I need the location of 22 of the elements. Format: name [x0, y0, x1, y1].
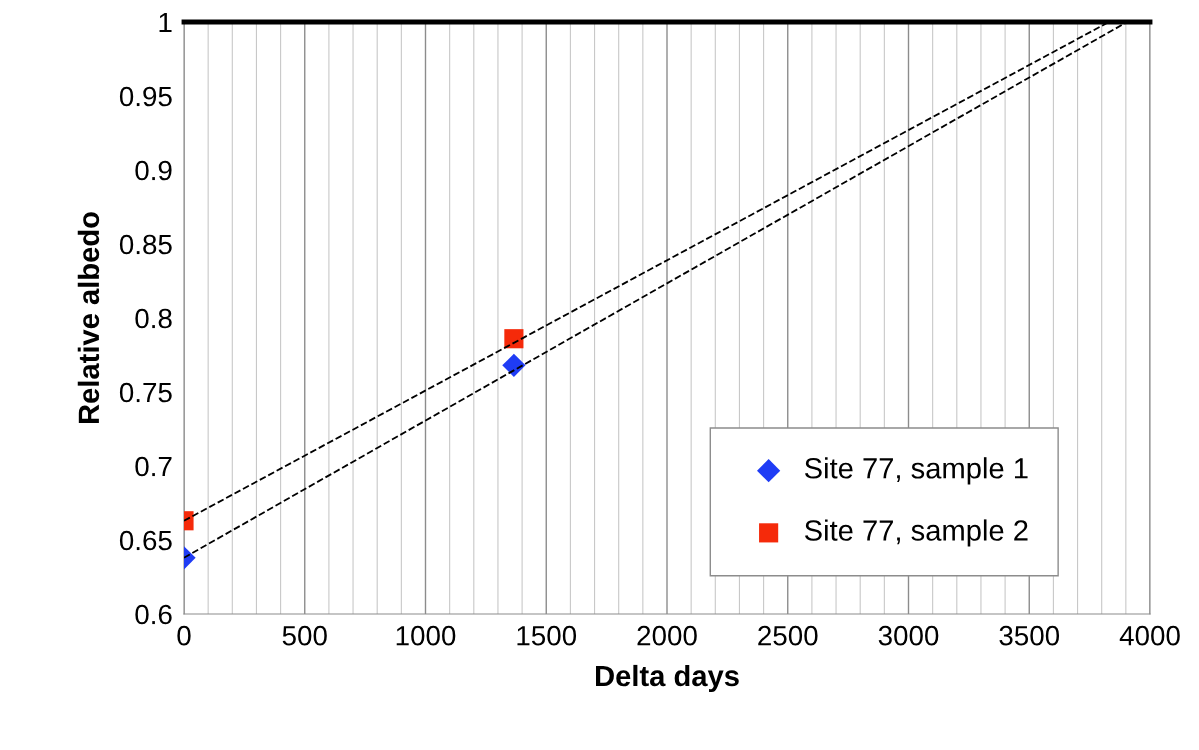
x-tick-label: 2500	[758, 625, 818, 646]
y-tick-label: 0.8	[135, 308, 172, 329]
y-tick-label: 0.85	[119, 234, 172, 255]
x-tick-label: 2000	[637, 625, 697, 646]
y-axis-title: Relative albedo	[77, 212, 100, 424]
x-tick-label: 500	[282, 625, 327, 646]
x-tick-label: 3500	[999, 625, 1060, 646]
x-tick-label: 4000	[1119, 625, 1180, 646]
y-tick-label: 0.65	[119, 530, 172, 551]
x-tick-label: 3000	[878, 625, 939, 646]
y-tick-label: 0.7	[135, 456, 172, 477]
y-tick-label: 0.75	[119, 382, 172, 403]
x-tick-label: 1500	[517, 625, 577, 646]
y-tick-label: 1	[159, 12, 172, 33]
y-tick-label: 0.95	[119, 86, 172, 107]
y-tick-label: 0.9	[135, 160, 172, 181]
x-axis-title: Delta days	[596, 664, 739, 693]
legend-label: Site 77, sample 1	[804, 457, 1028, 485]
y-tick-label: 0.6	[135, 604, 172, 625]
x-tick-label: 0	[177, 625, 191, 646]
legend-label: Site 77, sample 2	[804, 519, 1028, 547]
x-tick-label: 1000	[396, 625, 456, 646]
